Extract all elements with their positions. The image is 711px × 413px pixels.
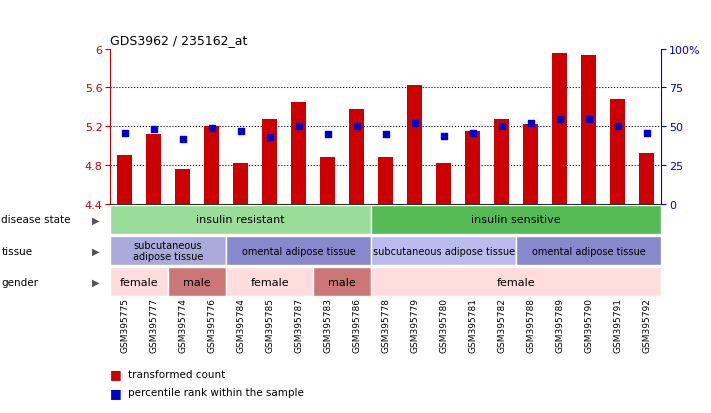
Text: percentile rank within the sample: percentile rank within the sample <box>128 387 304 397</box>
Bar <box>523 125 538 204</box>
Point <box>467 130 479 137</box>
Text: transformed count: transformed count <box>128 369 225 379</box>
Point <box>322 131 333 138</box>
Bar <box>437 164 451 204</box>
Point <box>351 124 363 131</box>
Bar <box>262 119 277 204</box>
Bar <box>582 56 596 204</box>
Point <box>583 116 594 123</box>
Bar <box>350 109 364 204</box>
Text: female: female <box>250 277 289 287</box>
Point <box>525 121 536 127</box>
Text: GSM395778: GSM395778 <box>381 297 390 352</box>
Text: GSM395779: GSM395779 <box>410 297 419 352</box>
Text: GSM395781: GSM395781 <box>469 297 477 352</box>
Text: insulin sensitive: insulin sensitive <box>471 215 561 225</box>
Bar <box>226 267 314 297</box>
Text: female: female <box>120 277 159 287</box>
Text: gender: gender <box>1 277 38 287</box>
Text: GSM395788: GSM395788 <box>526 297 535 352</box>
Text: GSM395777: GSM395777 <box>149 297 159 352</box>
Bar <box>552 53 567 204</box>
Point <box>612 124 624 131</box>
Point <box>119 130 130 137</box>
Bar <box>169 267 226 297</box>
Text: male: male <box>183 277 211 287</box>
Text: subcutaneous
adipose tissue: subcutaneous adipose tissue <box>133 240 203 262</box>
Text: GSM395787: GSM395787 <box>294 297 303 352</box>
Point <box>177 136 188 143</box>
Bar <box>466 132 480 204</box>
Text: GSM395789: GSM395789 <box>555 297 565 352</box>
Bar <box>516 236 661 266</box>
Bar <box>371 236 516 266</box>
Text: insulin resistant: insulin resistant <box>196 215 285 225</box>
Text: GSM395783: GSM395783 <box>324 297 332 352</box>
Bar <box>378 158 393 204</box>
Bar <box>117 156 132 204</box>
Bar <box>233 164 248 204</box>
Bar <box>639 154 654 204</box>
Text: GSM395792: GSM395792 <box>642 297 651 352</box>
Text: female: female <box>497 277 535 287</box>
Bar <box>146 135 161 204</box>
Bar <box>176 170 190 204</box>
Point <box>496 124 508 131</box>
Text: GSM395780: GSM395780 <box>439 297 448 352</box>
Point <box>264 135 275 141</box>
Bar <box>226 236 371 266</box>
Text: subcutaneous adipose tissue: subcutaneous adipose tissue <box>373 246 515 256</box>
Text: omental adipose tissue: omental adipose tissue <box>532 246 646 256</box>
Text: GSM395784: GSM395784 <box>236 297 245 352</box>
Point <box>641 130 653 137</box>
Text: GSM395776: GSM395776 <box>207 297 216 352</box>
Point <box>380 131 391 138</box>
Text: male: male <box>328 277 356 287</box>
Point <box>438 133 449 140</box>
Text: GSM395774: GSM395774 <box>178 297 187 352</box>
Point <box>148 127 159 133</box>
Text: ▶: ▶ <box>92 277 100 287</box>
Point <box>206 125 218 132</box>
Text: tissue: tissue <box>1 246 33 256</box>
Point <box>554 116 565 123</box>
Text: omental adipose tissue: omental adipose tissue <box>242 246 356 256</box>
Bar <box>205 127 219 204</box>
Text: GSM395790: GSM395790 <box>584 297 593 352</box>
Text: ▶: ▶ <box>92 215 100 225</box>
Bar <box>110 205 371 235</box>
Text: GSM395782: GSM395782 <box>497 297 506 352</box>
Bar <box>611 100 625 204</box>
Text: GSM395791: GSM395791 <box>613 297 622 352</box>
Point <box>293 124 304 131</box>
Bar <box>407 85 422 204</box>
Text: GSM395786: GSM395786 <box>352 297 361 352</box>
Text: GSM395785: GSM395785 <box>265 297 274 352</box>
Text: disease state: disease state <box>1 215 71 225</box>
Point <box>409 121 420 127</box>
Bar <box>371 267 661 297</box>
Text: GDS3962 / 235162_at: GDS3962 / 235162_at <box>110 34 247 47</box>
Bar <box>371 205 661 235</box>
Text: ■: ■ <box>110 386 122 399</box>
Bar <box>110 236 226 266</box>
Bar <box>494 119 509 204</box>
Bar <box>292 103 306 204</box>
Text: GSM395775: GSM395775 <box>120 297 129 352</box>
Text: ▶: ▶ <box>92 246 100 256</box>
Bar <box>110 267 169 297</box>
Point <box>235 128 247 135</box>
Bar <box>314 267 371 297</box>
Text: ■: ■ <box>110 367 122 380</box>
Bar <box>321 158 335 204</box>
